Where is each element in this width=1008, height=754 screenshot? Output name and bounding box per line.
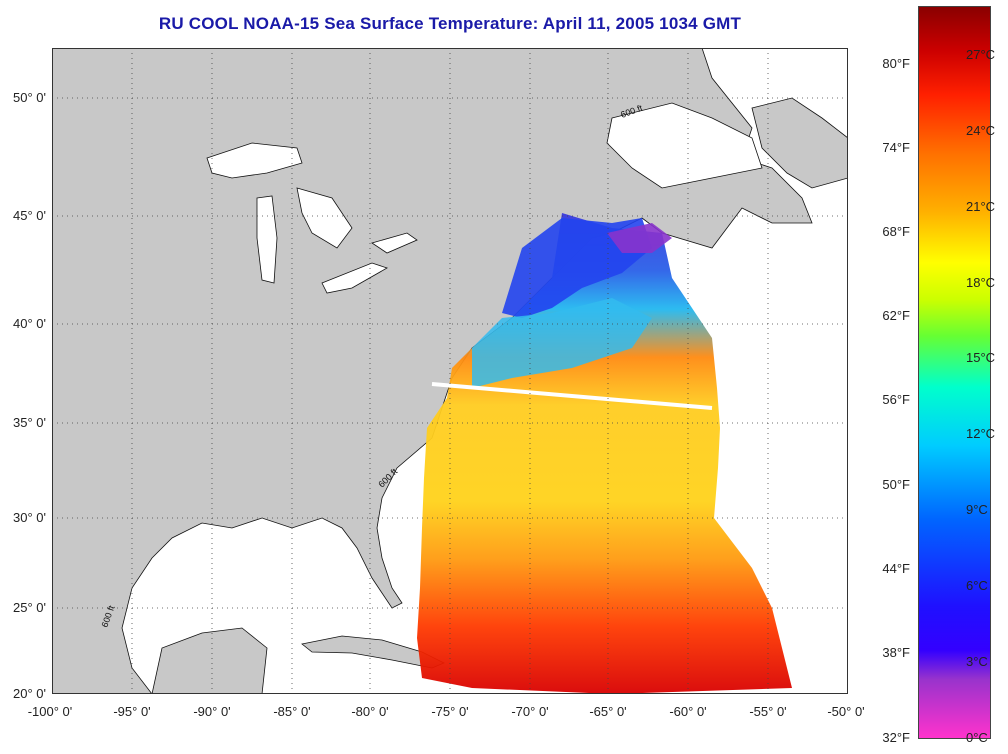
lake-erie — [321, 262, 388, 294]
lon-label-80: -80° 0' — [351, 704, 389, 719]
fahrenheit-label-32: 32°F — [882, 730, 910, 745]
newfoundland-land — [751, 97, 848, 189]
purple-patch — [607, 223, 672, 253]
celsius-label-3: 3°C — [966, 654, 988, 669]
lon-label-75: -75° 0' — [431, 704, 469, 719]
celsius-label-12: 12°C — [966, 426, 996, 441]
fahrenheit-label-50: 50°F — [882, 477, 910, 492]
lon-label-85: -85° 0' — [273, 704, 311, 719]
temperature-colorbar — [918, 6, 991, 739]
fahrenheit-label-62: 62°F — [882, 308, 910, 323]
yucatan-land — [151, 627, 268, 694]
fahrenheit-label-44: 44°F — [882, 561, 910, 576]
fahrenheit-label-74: 74°F — [882, 140, 910, 155]
lake-ontario — [371, 232, 418, 254]
fahrenheit-label-38: 38°F — [882, 645, 910, 660]
lat-label-35: 35° 0' — [13, 415, 46, 430]
celsius-label-27: 27°C — [966, 47, 996, 62]
lat-label-40: 40° 0' — [13, 316, 46, 331]
map-frame — [52, 48, 848, 694]
celsius-label-15: 15°C — [966, 350, 996, 365]
lon-label-90: -90° 0' — [193, 704, 231, 719]
sea-surface-temperature-map: 600 ft 600 ft 600 ft — [52, 48, 848, 694]
lat-label-30: 30° 0' — [13, 510, 46, 525]
swath-gap — [431, 382, 713, 410]
shelf-water-cyan — [472, 298, 652, 388]
celsius-label-18: 18°C — [966, 275, 996, 290]
lake-huron — [296, 187, 353, 249]
map-title: RU COOL NOAA-15 Sea Surface Temperature:… — [158, 14, 742, 33]
lake-superior — [206, 142, 303, 179]
lon-label-55: -55° 0' — [749, 704, 787, 719]
fahrenheit-label-80: 80°F — [882, 56, 910, 71]
lake-michigan — [256, 195, 278, 284]
celsius-label-6: 6°C — [966, 578, 988, 593]
celsius-label-24: 24°C — [966, 123, 996, 138]
lon-label-60: -60° 0' — [669, 704, 707, 719]
lat-label-25: 25° 0' — [13, 600, 46, 615]
fahrenheit-label-56: 56°F — [882, 392, 910, 407]
celsius-label-21: 21°C — [966, 199, 996, 214]
fahrenheit-label-68: 68°F — [882, 224, 910, 239]
lat-label-50: 50° 0' — [13, 90, 46, 105]
lon-label-70: -70° 0' — [511, 704, 549, 719]
lon-label-100: -100° 0' — [27, 704, 73, 719]
lat-label-20: 20° 0' — [13, 686, 46, 701]
lon-label-50: -50° 0' — [827, 704, 865, 719]
gulf-of-st-lawrence — [606, 102, 763, 189]
lat-label-45: 45° 0' — [13, 208, 46, 223]
celsius-label-0: 0°C — [966, 730, 988, 745]
lon-label-95: -95° 0' — [113, 704, 151, 719]
lon-label-65: -65° 0' — [589, 704, 627, 719]
celsius-label-9: 9°C — [966, 502, 988, 517]
